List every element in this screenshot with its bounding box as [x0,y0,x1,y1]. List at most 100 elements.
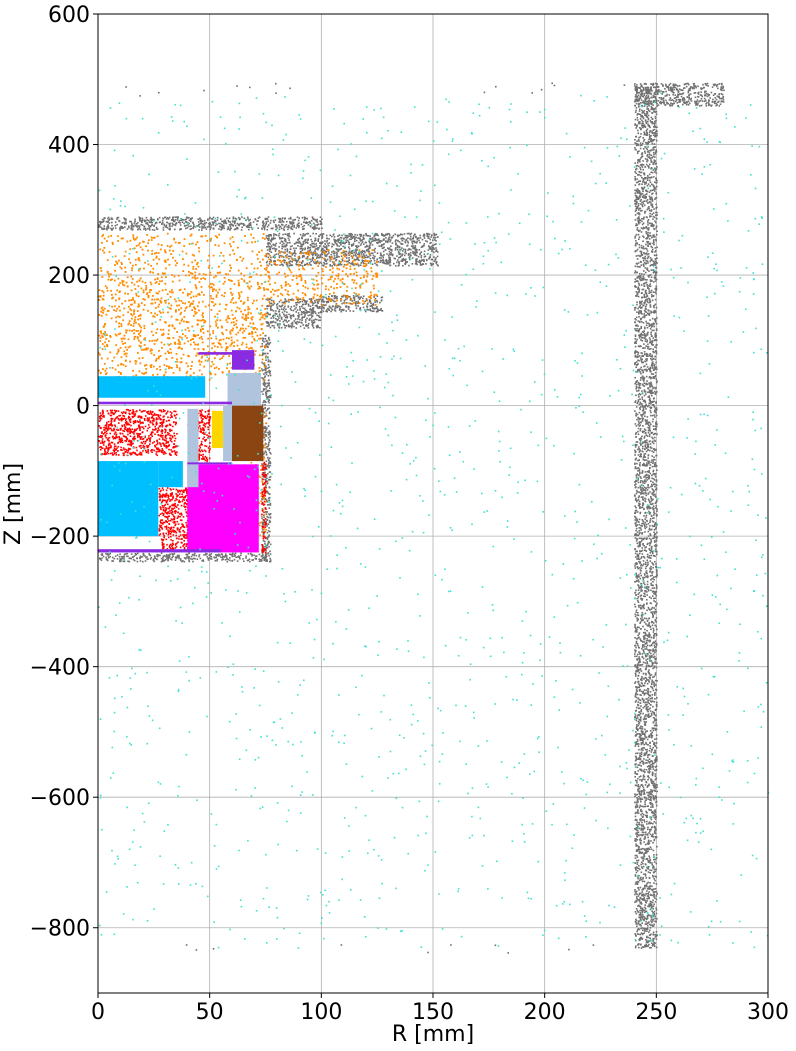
point [641,805,643,808]
point [648,617,650,620]
point [644,911,646,913]
point [636,356,639,359]
point [145,222,147,224]
point [644,715,646,717]
point [655,378,657,380]
point [634,176,636,178]
point [647,396,649,398]
point [645,717,647,720]
point [642,828,645,830]
point [639,250,642,253]
point [644,632,647,635]
point [644,732,646,735]
point [645,147,648,149]
point [653,644,656,647]
point [646,366,649,368]
point [640,414,642,416]
point [643,405,646,407]
point [639,757,641,760]
point [639,561,641,563]
point [653,161,656,164]
point [671,104,673,107]
point [713,84,716,87]
point [645,523,648,526]
point [640,842,642,845]
point [654,332,657,334]
point [646,435,649,437]
point [638,86,640,89]
point [648,191,651,193]
point [655,414,658,417]
point [643,489,646,491]
point [714,83,716,86]
point [654,270,656,272]
point [653,124,656,126]
point [635,727,638,729]
point [635,743,637,746]
point [644,500,647,503]
point [641,122,643,125]
point [649,501,651,504]
point [636,295,638,297]
point [652,269,654,271]
point [634,250,637,253]
point [634,651,637,653]
point [635,881,637,883]
point [634,342,636,344]
point [651,910,653,912]
point [644,836,646,838]
point [654,181,656,183]
point [651,465,654,468]
point [637,922,640,925]
point [643,380,645,382]
point [644,784,647,786]
point [705,105,708,107]
point [653,262,655,264]
point [639,768,641,771]
point [646,730,648,732]
point [648,857,651,859]
point [634,812,637,815]
point [678,88,681,90]
point [648,783,650,786]
point [645,576,647,578]
point [653,797,656,799]
point [645,526,648,528]
point [650,139,652,142]
point [634,805,637,808]
point [641,155,644,157]
point [704,94,706,97]
point [653,633,656,635]
point [646,644,649,647]
point [655,488,657,491]
point [638,337,641,339]
point [649,741,651,744]
point [640,794,642,796]
point [656,86,658,88]
point [647,887,649,890]
point [642,482,644,484]
point [635,240,637,242]
point [645,781,648,784]
point [639,180,642,182]
point [636,893,638,896]
point [703,86,705,89]
point [649,862,651,864]
point [718,97,721,100]
point [644,453,647,455]
point [640,848,642,851]
point [639,944,642,946]
point [638,334,640,337]
point [666,102,669,105]
point [652,155,654,158]
point [637,800,639,802]
point [648,655,651,657]
point [641,922,643,924]
point [653,675,656,678]
point [662,85,664,87]
point [638,806,641,809]
point [642,895,645,897]
point [655,93,657,95]
point [648,325,651,327]
point [652,667,654,670]
